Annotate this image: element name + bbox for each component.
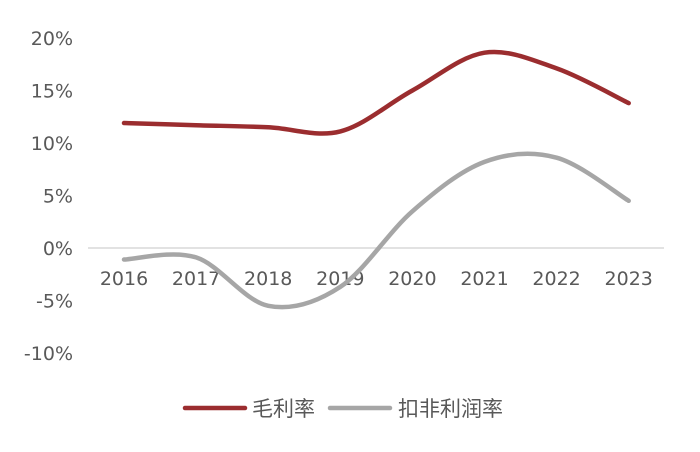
y-tick-label: 10% [31,133,73,155]
legend-label-gross-margin: 毛利率 [252,397,315,421]
y-tick-label: 0% [43,238,73,260]
x-tick-label: 2019 [316,268,364,290]
legend: 毛利率 扣非利润率 [182,397,503,421]
x-tick-label: 2018 [244,268,292,290]
series-line-net-margin [121,151,631,310]
y-tick-label: 15% [31,81,73,103]
y-tick-label: -5% [36,291,73,313]
legend-label-net-margin: 扣非利润率 [398,397,503,421]
y-tick-label: -10% [24,343,73,365]
y-tick-label: 20% [31,28,73,50]
y-tick-label: 5% [43,186,73,208]
series-line-gross-margin [121,49,631,136]
x-tick-label: 2020 [388,268,436,290]
x-tick-label: 2022 [532,268,580,290]
x-tick-label: 2017 [172,268,220,290]
x-tick-label: 2021 [460,268,508,290]
x-axis-labels: 2016 2017 2018 2019 2020 2021 2022 2023 [100,268,653,290]
x-tick-label: 2016 [100,268,148,290]
x-tick-label: 2023 [605,268,653,290]
series-lines [121,49,631,310]
y-axis-labels: 20% 15% 10% 5% 0% -5% -10% [24,28,73,365]
